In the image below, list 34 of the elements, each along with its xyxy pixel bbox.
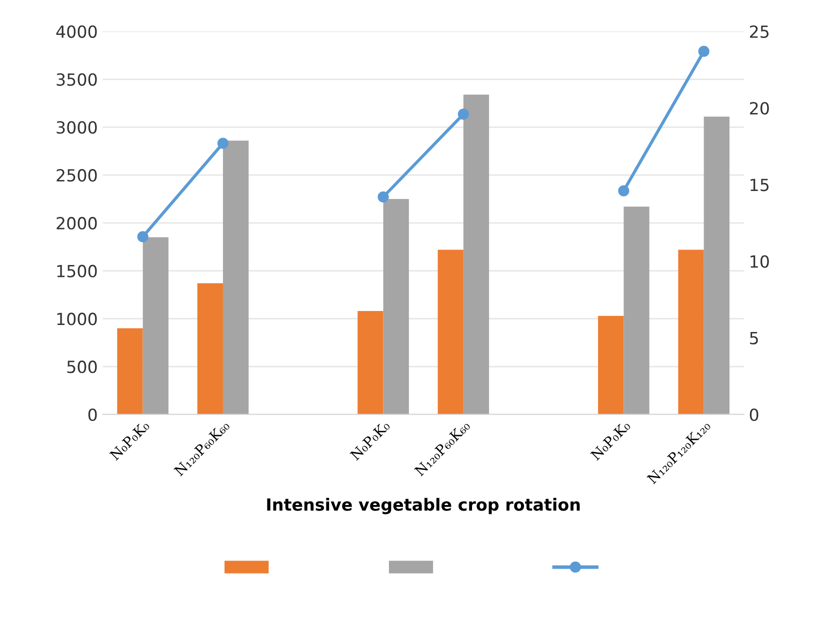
y2-tick-label: 5 — [750, 332, 758, 344]
point — [137, 231, 148, 242]
bar — [678, 250, 704, 414]
bar — [117, 328, 143, 414]
y-tick-label: 4000 — [56, 25, 97, 38]
y-tick-label: 0 — [88, 408, 97, 422]
bar — [624, 206, 650, 414]
y2-tick-label: 15 — [750, 178, 769, 192]
y2-tick-label: 20 — [750, 102, 769, 115]
y-tick-label: 1500 — [57, 264, 97, 278]
point — [458, 108, 469, 120]
bar — [598, 316, 624, 414]
bar — [704, 116, 730, 414]
point — [698, 46, 710, 57]
bar — [197, 283, 223, 414]
x-axis-title: Intensive vegetable crop rotation — [267, 498, 580, 514]
y2-tick-label: 0 — [750, 408, 758, 422]
y2-tick-label: 10 — [750, 255, 769, 268]
point — [618, 185, 630, 196]
y-tick-label: 2500 — [56, 169, 97, 182]
y2-tick-label: 25 — [750, 25, 769, 38]
point — [378, 191, 389, 202]
bar — [438, 250, 464, 414]
bar — [142, 237, 168, 414]
bar — [358, 311, 384, 414]
y-tick-label: 1000 — [57, 312, 97, 326]
point — [217, 138, 229, 149]
y-tick-label: 2000 — [56, 216, 97, 230]
bar — [383, 199, 409, 414]
y-tick-label: 500 — [67, 360, 97, 374]
bar — [222, 140, 249, 414]
y-tick-label: 3000 — [56, 121, 97, 134]
y-tick-label: 3500 — [56, 73, 97, 86]
bar — [463, 94, 490, 414]
